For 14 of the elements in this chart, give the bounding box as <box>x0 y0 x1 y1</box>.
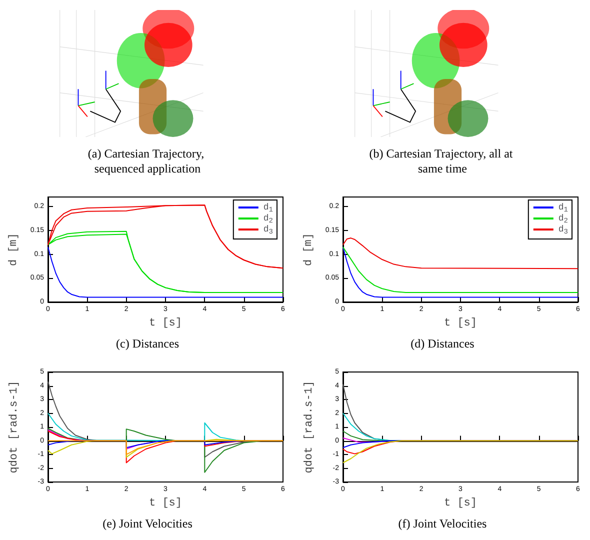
text: (f) Joint Velocities <box>398 516 488 530</box>
text: (d) Distances <box>410 336 475 350</box>
text: (c) Distances <box>116 336 180 350</box>
y-axis-title: qdot [rad.s-1] <box>304 380 316 474</box>
text: (e) Joint Velocities <box>102 516 193 530</box>
y-axis-title: qdot [rad.s-1] <box>8 380 20 474</box>
text: (b) Cartesian Trajectory, all at same time <box>369 146 516 176</box>
text: (a) Cartesian Trajectory, sequenced application <box>88 146 208 176</box>
x-axis-title: t [s] <box>444 318 478 330</box>
y-axis-title: d [m] <box>302 232 315 266</box>
x-axis-title: t [s] <box>444 498 478 510</box>
y-axis-title: d [m] <box>8 232 20 266</box>
x-axis-title: t [s] <box>148 498 182 510</box>
x-axis-title: t [s] <box>148 318 182 330</box>
